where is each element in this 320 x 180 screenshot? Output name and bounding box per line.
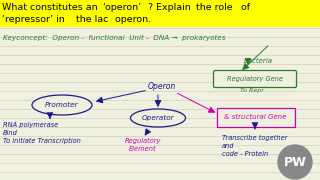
Text: RNA polymerase
Bind
To initiate Transcription: RNA polymerase Bind To initiate Transcri…	[3, 122, 81, 144]
Text: Regulatory
Element: Regulatory Element	[125, 138, 161, 152]
Text: operon.: operon.	[112, 15, 151, 24]
FancyBboxPatch shape	[213, 71, 297, 87]
Ellipse shape	[131, 109, 186, 127]
Text: Transcribe together
and
code - Protein: Transcribe together and code - Protein	[222, 135, 287, 157]
Text: the role: the role	[196, 3, 233, 12]
Text: Operator: Operator	[142, 115, 174, 121]
Text: Promoter: Promoter	[45, 102, 79, 108]
Text: What constitutes an: What constitutes an	[2, 3, 100, 12]
Text: of: of	[238, 3, 250, 12]
Text: Operon: Operon	[148, 82, 176, 91]
Text: ‘repressor’ in: ‘repressor’ in	[2, 15, 68, 24]
Text: & structural Gene: & structural Gene	[224, 114, 287, 120]
Text: ? Explain: ? Explain	[148, 3, 194, 12]
Circle shape	[278, 145, 312, 179]
Text: ‘operon’: ‘operon’	[102, 3, 141, 12]
Text: Keyconcept:  Operon -  functional  Unit -  DNA →  prokaryotes: Keyconcept: Operon - functional Unit - D…	[3, 35, 226, 41]
Text: Bacteria: Bacteria	[244, 58, 273, 64]
FancyBboxPatch shape	[0, 0, 320, 27]
FancyBboxPatch shape	[217, 107, 294, 127]
Text: To Repr: To Repr	[240, 88, 264, 93]
Text: Regulatory Gene: Regulatory Gene	[227, 76, 283, 82]
Ellipse shape	[32, 95, 92, 115]
Text: PW: PW	[284, 156, 307, 168]
Text: the lac: the lac	[76, 15, 108, 24]
